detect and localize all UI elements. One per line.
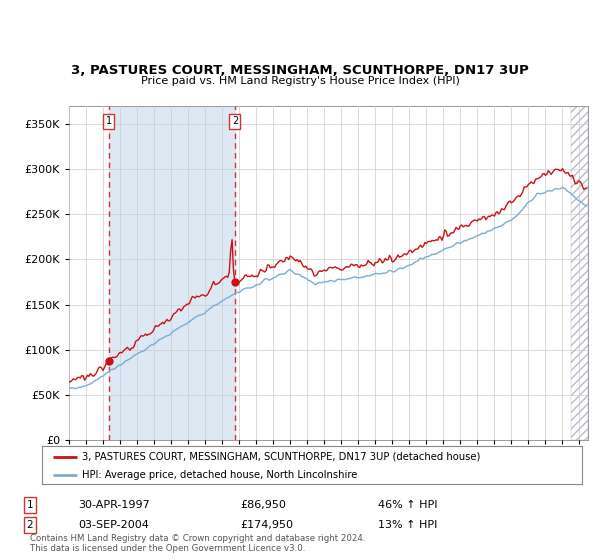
Text: £86,950: £86,950	[240, 500, 286, 510]
Text: 1: 1	[26, 500, 34, 510]
Text: HPI: Average price, detached house, North Lincolnshire: HPI: Average price, detached house, Nort…	[83, 470, 358, 480]
Text: Price paid vs. HM Land Registry's House Price Index (HPI): Price paid vs. HM Land Registry's House …	[140, 76, 460, 86]
Bar	[571, 106, 588, 440]
Text: 3, PASTURES COURT, MESSINGHAM, SCUNTHORPE, DN17 3UP: 3, PASTURES COURT, MESSINGHAM, SCUNTHORP…	[71, 63, 529, 77]
Text: 13% ↑ HPI: 13% ↑ HPI	[378, 520, 437, 530]
Text: 30-APR-1997: 30-APR-1997	[78, 500, 150, 510]
Text: £174,950: £174,950	[240, 520, 293, 530]
Bar	[109, 106, 235, 440]
Text: 2: 2	[232, 116, 238, 127]
Text: 1: 1	[106, 116, 112, 127]
Text: Contains HM Land Registry data © Crown copyright and database right 2024.
This d: Contains HM Land Registry data © Crown c…	[30, 534, 365, 553]
Bar	[571, 106, 588, 440]
Text: 2: 2	[26, 520, 34, 530]
Text: 3, PASTURES COURT, MESSINGHAM, SCUNTHORPE, DN17 3UP (detached house): 3, PASTURES COURT, MESSINGHAM, SCUNTHORP…	[83, 451, 481, 461]
Text: 03-SEP-2004: 03-SEP-2004	[78, 520, 149, 530]
Text: 46% ↑ HPI: 46% ↑ HPI	[378, 500, 437, 510]
